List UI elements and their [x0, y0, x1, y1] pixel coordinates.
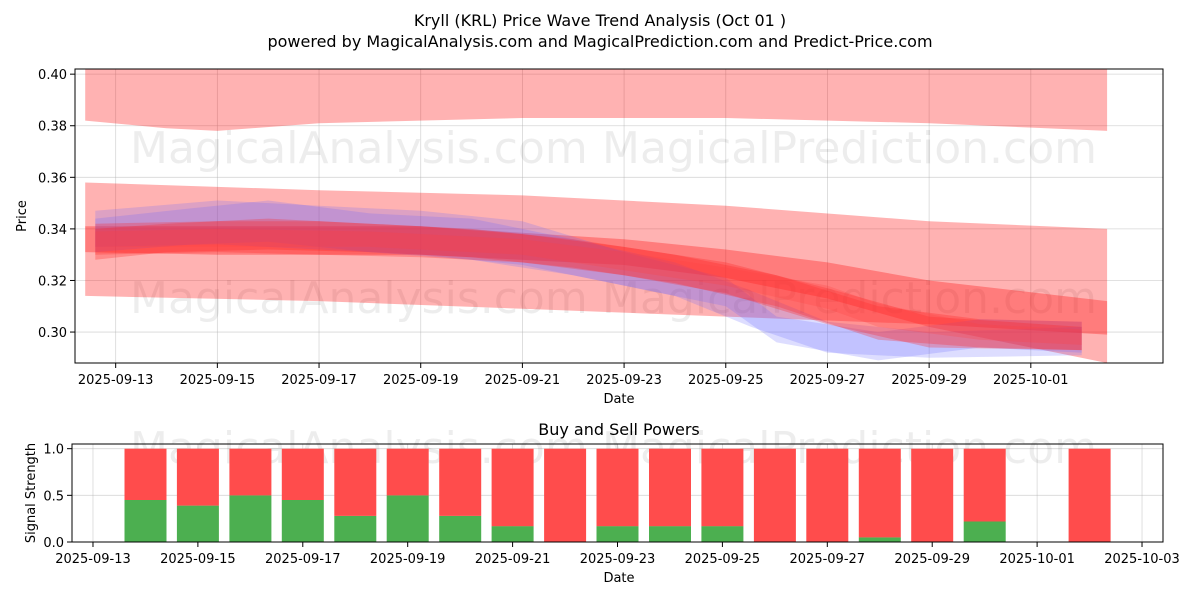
price-x-ticks: 2025-09-13 2025-09-15 2025-09-17 2025-09-19…	[78, 363, 1069, 388]
price-x-tick-label: 2025-09-21	[485, 373, 561, 388]
price-wave-chart: MagicalAnalysis.com MagicalPrediction.com…	[15, 68, 1164, 407]
buy-sell-chart: Buy and Sell Powers MagicalAnalysis.com M…	[24, 420, 1180, 586]
sell-bar	[806, 448, 849, 542]
buy-sell-x-tick-label: 2025-09-25	[685, 552, 761, 567]
price-x-axis-label: Date	[603, 392, 634, 407]
buy-sell-x-tick-label: 2025-09-29	[894, 552, 970, 567]
buy-sell-y-axis-label: Signal Strength	[24, 443, 39, 543]
sell-bar	[596, 448, 639, 527]
sell-bar	[334, 448, 377, 516]
price-y-tick-label: 0.34	[38, 223, 67, 238]
sell-bar	[386, 448, 429, 496]
sell-bar	[439, 448, 482, 516]
watermark-text: MagicalAnalysis.com	[130, 273, 588, 324]
price-y-tick-label: 0.32	[38, 274, 67, 289]
buy-bar	[334, 515, 377, 542]
price-y-tick-label: 0.40	[38, 68, 67, 83]
buy-bar	[124, 500, 167, 542]
buy-sell-x-axis-label: Date	[603, 571, 634, 586]
buy-bar	[649, 526, 691, 542]
price-x-tick-label: 2025-09-29	[891, 373, 967, 388]
sell-bar	[701, 448, 744, 527]
sell-bar	[753, 448, 796, 542]
wave-band-red-wave-2	[95, 218, 1082, 351]
buy-sell-bars	[124, 448, 1111, 542]
buy-sell-x-tick-label: 2025-09-21	[475, 552, 551, 567]
sell-bar	[281, 448, 324, 500]
watermark-text: MagicalPrediction.com	[602, 123, 1097, 174]
chart-title: Kryll (KRL) Price Wave Trend Analysis (O…	[414, 11, 786, 30]
wave-band-blue-wave-2	[95, 200, 1082, 358]
watermark-text: MagicalAnalysis.com	[130, 123, 588, 174]
buy-bar	[281, 500, 324, 542]
price-x-tick-label: 2025-09-15	[180, 373, 256, 388]
buy-sell-x-ticks: 2025-09-13 2025-09-15 2025-09-17 2025-09-19…	[55, 542, 1180, 567]
buy-bar	[439, 515, 482, 542]
price-x-tick-label: 2025-09-27	[790, 373, 866, 388]
buy-bar	[386, 495, 429, 542]
sell-bar	[963, 448, 1006, 522]
buy-sell-x-tick-label: 2025-10-01	[999, 552, 1075, 567]
envelope-band-lower-left-envelope	[85, 226, 1108, 363]
price-x-tick-label: 2025-09-19	[383, 373, 459, 388]
wave-band-red-wave-3	[95, 228, 1082, 345]
price-x-tick-label: 2025-10-01	[993, 373, 1069, 388]
price-watermarks: MagicalAnalysis.com MagicalPrediction.com…	[130, 123, 1097, 324]
wave-band-blue-wave-1	[95, 200, 1082, 361]
watermark-text: MagicalPrediction.com	[602, 273, 1097, 324]
buy-sell-y-tick-label: 1.0	[43, 443, 64, 458]
sell-bar	[124, 448, 167, 500]
buy-sell-y-ticks: 0.0 0.5 1.0	[43, 443, 72, 551]
price-x-tick-label: 2025-09-23	[586, 373, 662, 388]
buy-sell-x-tick-label: 2025-10-03	[1104, 552, 1180, 567]
price-y-ticks: 0.30 0.32 0.34 0.36 0.38 0.40	[38, 68, 75, 341]
buy-sell-x-tick-label: 2025-09-15	[160, 552, 236, 567]
buy-sell-x-tick-label: 2025-09-19	[370, 552, 446, 567]
price-grid	[75, 69, 1163, 363]
sell-bar	[911, 448, 954, 542]
buy-sell-title: Buy and Sell Powers	[538, 420, 700, 439]
sell-bar	[229, 448, 272, 496]
buy-sell-x-tick-label: 2025-09-13	[55, 552, 131, 567]
envelope-band-middle-envelope	[85, 182, 1108, 335]
buy-sell-y-tick-label: 0.5	[43, 489, 64, 504]
price-x-tick-label: 2025-09-17	[281, 373, 357, 388]
price-x-tick-label: 2025-09-13	[78, 373, 154, 388]
wave-band-red-wave-1	[95, 221, 1082, 351]
price-y-tick-label: 0.38	[38, 120, 67, 135]
buy-bar	[701, 526, 744, 542]
chart-subtitle: powered by MagicalAnalysis.com and Magic…	[267, 32, 932, 51]
sell-bar	[858, 448, 901, 538]
buy-bar	[596, 526, 639, 542]
buy-sell-x-tick-label: 2025-09-17	[265, 552, 341, 567]
buy-bar	[491, 526, 534, 542]
sell-bar	[176, 448, 219, 506]
buy-bar	[229, 495, 272, 542]
price-x-tick-label: 2025-09-25	[688, 373, 764, 388]
price-y-tick-label: 0.30	[38, 326, 67, 341]
buy-bar	[858, 537, 901, 542]
envelope-band-upper-envelope	[85, 69, 1108, 131]
buy-sell-y-tick-label: 0.0	[43, 536, 64, 551]
price-y-axis-label: Price	[15, 200, 30, 232]
buy-sell-x-tick-label: 2025-09-23	[580, 552, 656, 567]
sell-bar	[649, 448, 691, 527]
price-y-tick-label: 0.36	[38, 171, 67, 186]
price-plot-frame	[74, 68, 1164, 364]
price-bands	[85, 69, 1108, 363]
buy-bar	[963, 521, 1006, 542]
buy-bar	[176, 505, 219, 542]
sell-bar	[1068, 448, 1111, 542]
sell-bar	[544, 448, 587, 542]
sell-bar	[491, 448, 534, 527]
buy-sell-x-tick-label: 2025-09-27	[790, 552, 866, 567]
